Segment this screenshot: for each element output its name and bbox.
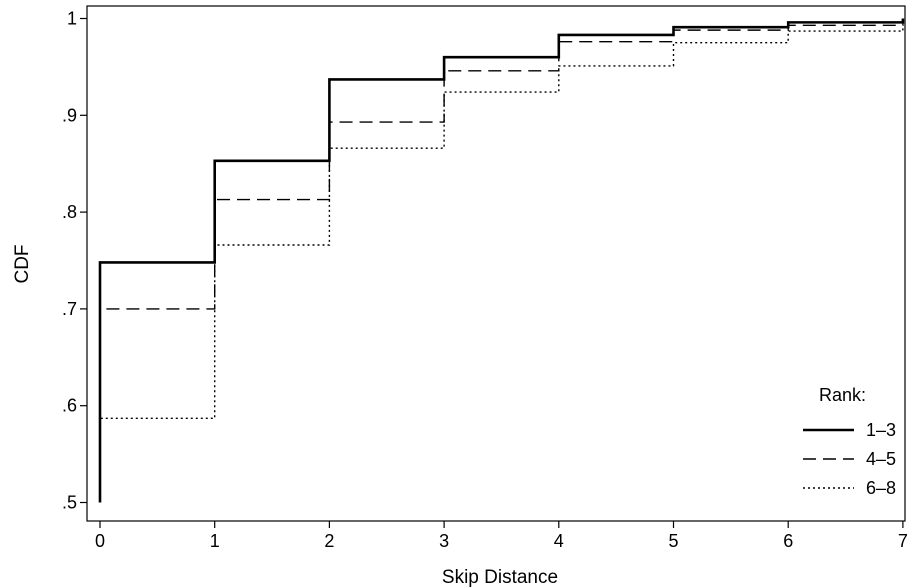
series-line-2 (99, 20, 904, 503)
x-tick-label: 3 (439, 531, 449, 551)
series-line-3 (99, 27, 904, 503)
y-tick-label: .7 (62, 299, 77, 319)
series-layer (98, 18, 905, 503)
y-tick-label: 1 (67, 9, 77, 29)
legend: Rank: 1–3 4–5 6–8 (803, 385, 896, 498)
legend-label-series-3: 6–8 (866, 478, 896, 498)
y-tick-label: .9 (62, 105, 77, 125)
y-axis-title: CDF (12, 244, 33, 283)
y-tick-label: .5 (62, 493, 77, 513)
y-tick-label: .8 (62, 202, 77, 222)
legend-label-series-1: 1–3 (866, 420, 896, 440)
x-tick-label: 6 (783, 531, 793, 551)
legend-label-series-2: 4–5 (866, 449, 896, 469)
x-tick-label: 5 (668, 531, 678, 551)
x-tick-label: 2 (324, 531, 334, 551)
x-tick-label: 7 (898, 531, 908, 551)
x-tick-label: 4 (554, 531, 564, 551)
axis-layer: 0 1 2 3 4 5 6 7 .5 .6 .7 .8 .9 1 (62, 9, 908, 552)
x-axis-title: Skip Distance (442, 567, 558, 588)
x-tick-label: 0 (95, 531, 105, 551)
legend-title: Rank: (819, 385, 866, 405)
x-tick-label: 1 (210, 531, 220, 551)
y-tick-label: .6 (62, 396, 77, 416)
